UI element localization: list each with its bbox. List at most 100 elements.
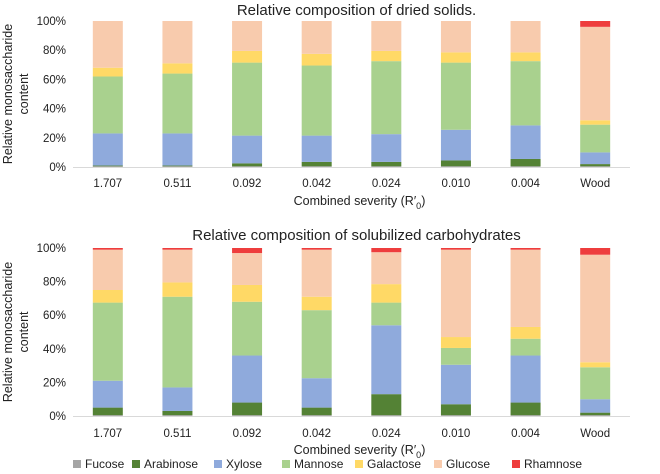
- bar-segment-rhamnose: [440, 248, 471, 250]
- bar-segment-mannose: [510, 61, 541, 126]
- chart-panel-2: Relative composition of solubilized carb…: [1, 227, 630, 460]
- x-tick-label: 0.042: [302, 428, 331, 440]
- bar-segment-galactose: [162, 63, 193, 74]
- bar-segment-glucose: [510, 21, 541, 53]
- bar-segment-galactose: [510, 326, 541, 339]
- bar-segment-rhamnose: [162, 248, 193, 250]
- legend-item-mannose: Mannose: [282, 457, 344, 471]
- bar-segment-glucose: [440, 249, 471, 338]
- x-axis-title-subscript: 0: [416, 201, 421, 211]
- bar-segment-mannose: [232, 62, 263, 136]
- bar-segment-fucose: [440, 166, 471, 167]
- bar-segment-glucose: [440, 21, 471, 53]
- legend-swatch: [132, 460, 140, 468]
- bar-segment-arabinose: [232, 163, 263, 167]
- y-tick-label: 100%: [37, 16, 66, 28]
- x-axis-title-main: Combined severity (R′: [294, 194, 417, 208]
- x-tick-label: 0.042: [302, 178, 331, 190]
- bar-segment-galactose: [580, 362, 611, 368]
- bar-segment-galactose: [580, 120, 611, 125]
- x-tick-label: 1.707: [93, 428, 122, 440]
- bar-segment-mannose: [162, 296, 193, 388]
- y-tick-label: 40%: [43, 344, 66, 356]
- legend-label: Rhamnose: [524, 457, 582, 471]
- bar-segment-galactose: [440, 337, 471, 348]
- bar-segment-arabinose: [371, 161, 402, 167]
- bar-segment-glucose: [92, 21, 123, 68]
- x-tick-label: 0.004: [511, 178, 540, 190]
- bar-segment-glucose: [232, 21, 263, 51]
- bar-segment-fucose: [580, 166, 611, 167]
- bar-segment-arabinose: [580, 164, 611, 167]
- bar-segment-fucose: [162, 415, 193, 416]
- legend-swatch: [355, 460, 363, 468]
- bar-segment-mannose: [440, 347, 471, 365]
- bar-segment-arabinose: [301, 407, 332, 416]
- bar-segment-glucose: [580, 254, 611, 363]
- bar-segment-glucose: [301, 249, 332, 297]
- bar-segment-glucose: [162, 21, 193, 64]
- bar-segment-xylose: [92, 133, 123, 166]
- bar-segment-rhamnose: [510, 248, 541, 250]
- bar-segment-glucose: [371, 21, 402, 51]
- legend-swatch: [73, 460, 81, 468]
- bar-segment-xylose: [232, 355, 263, 403]
- bar-segment-galactose: [162, 282, 193, 297]
- bar-segment-fucose: [510, 415, 541, 416]
- legend-label: Arabinose: [144, 457, 198, 471]
- bar-segment-galactose: [92, 290, 123, 303]
- y-tick-label: 0%: [49, 411, 66, 423]
- bar-segment-arabinose: [371, 394, 402, 416]
- bar-segment-galactose: [510, 52, 541, 62]
- bar-segment-arabinose: [232, 402, 263, 416]
- bar-segment-glucose: [232, 253, 263, 285]
- bar-segment-glucose: [371, 252, 402, 285]
- x-axis-title-suffix: ): [421, 443, 425, 457]
- y-axis-title-line: content: [17, 73, 31, 115]
- bar-segment-fucose: [371, 166, 402, 167]
- legend-label: Glucose: [446, 457, 490, 471]
- bar-segment-xylose: [440, 364, 471, 405]
- bar-segment-xylose: [92, 380, 123, 408]
- bar-segment-arabinose: [301, 161, 332, 167]
- bar-segment-mannose: [580, 367, 611, 400]
- x-tick-label: Wood: [580, 428, 610, 440]
- chart-title: Relative composition of solubilized carb…: [192, 227, 521, 244]
- legend-item-fucose: Fucose: [73, 457, 125, 471]
- bar-segment-arabinose: [162, 165, 193, 167]
- bar-segment-galactose: [92, 67, 123, 77]
- bar-segment-arabinose: [510, 158, 541, 167]
- bar-segment-rhamnose: [232, 248, 263, 254]
- legend-item-rhamnose: Rhamnose: [512, 457, 582, 471]
- bar-segment-fucose: [162, 166, 193, 167]
- y-tick-label: 80%: [43, 45, 66, 57]
- bar-segment-xylose: [371, 325, 402, 395]
- bar-segment-galactose: [371, 50, 402, 62]
- y-axis-title-line: Relative monosaccharide: [1, 262, 15, 402]
- bar-segment-fucose: [92, 166, 123, 167]
- bar-segment-mannose: [232, 301, 263, 356]
- bar-segment-arabinose: [92, 165, 123, 167]
- bar-segment-mannose: [510, 338, 541, 356]
- x-axis-title-main: Combined severity (R′: [294, 443, 417, 457]
- bar-segment-xylose: [162, 387, 193, 411]
- bar-segment-mannose: [371, 61, 402, 135]
- x-tick-label: 0.511: [163, 178, 191, 190]
- x-tick-label: 0.024: [372, 178, 401, 190]
- y-tick-label: 60%: [43, 310, 66, 322]
- x-tick-label: 0.092: [233, 428, 262, 440]
- legend: Fucose Arabinose Xylose Mannose Galactose Glu…: [73, 457, 582, 471]
- bar-segment-arabinose: [510, 402, 541, 416]
- x-tick-label: Wood: [580, 178, 610, 190]
- legend-swatch: [512, 460, 520, 468]
- legend-item-glucose: Glucose: [434, 457, 490, 471]
- bar-segment-mannose: [301, 65, 332, 136]
- bar-segment-fucose: [232, 166, 263, 167]
- bar-segment-arabinose: [440, 404, 471, 416]
- bar-segment-xylose: [580, 152, 611, 165]
- legend-swatch: [434, 460, 442, 468]
- bar-segment-rhamnose: [580, 248, 611, 255]
- bar-segment-fucose: [301, 415, 332, 416]
- bar-segment-mannose: [371, 302, 402, 326]
- y-tick-label: 80%: [43, 277, 66, 289]
